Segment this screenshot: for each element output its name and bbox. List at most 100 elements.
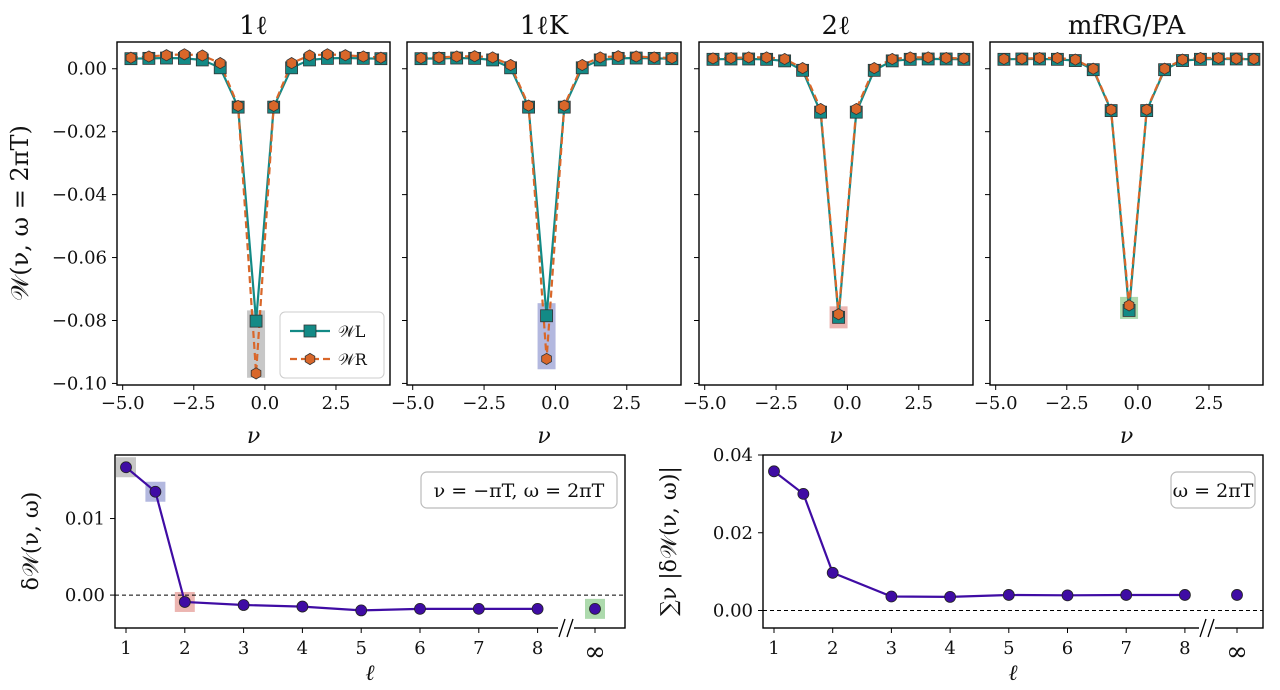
axis-break-mark xyxy=(566,618,574,638)
x-tick-label: 8 xyxy=(532,638,543,659)
data-point-infinity xyxy=(589,602,601,615)
marker-WR xyxy=(577,58,588,72)
marker-WR xyxy=(505,58,516,72)
data-point xyxy=(826,566,839,579)
x-tick-label: −2.5 xyxy=(172,393,216,414)
x-tick-label: 7 xyxy=(473,638,484,659)
marker-WR xyxy=(725,51,737,65)
marker-WR xyxy=(232,99,244,112)
x-tick-label: −2.5 xyxy=(1045,393,1089,414)
marker-WR xyxy=(922,51,934,64)
data-point xyxy=(531,602,544,615)
y-axis-label-top: 𝒲(ν, ω = 2πT) xyxy=(6,125,34,301)
x-tick-label: 4 xyxy=(297,638,308,659)
marker-WR xyxy=(304,49,315,62)
panel-title: 1ℓK xyxy=(520,11,569,41)
legend-box xyxy=(279,311,385,379)
x-tick-label: 5 xyxy=(1003,638,1014,659)
y-tick-label: 0.00 xyxy=(713,601,753,622)
x-axis-label: ν xyxy=(247,424,260,449)
x-axis-label: ℓ xyxy=(1008,661,1018,686)
marker-WR xyxy=(958,52,970,65)
x-tick-label: 5 xyxy=(355,638,366,659)
marker-WR xyxy=(797,62,808,75)
panel-top-2: −5.0 −2.5 0.0 2.5 1ℓK ν xyxy=(391,11,682,449)
annotation-text: ω = 2πT xyxy=(1173,480,1254,502)
marker-WR xyxy=(1195,51,1206,65)
x-tick-label: 2.5 xyxy=(612,393,641,414)
series-line-WL xyxy=(1003,57,1254,311)
x-tick-label: 0.0 xyxy=(541,393,570,414)
marker-WR xyxy=(1177,53,1188,66)
marker-WR xyxy=(779,52,790,66)
x-tick-label: −2.5 xyxy=(462,393,506,414)
y-tick-label: −0.10 xyxy=(52,373,107,394)
marker-WR xyxy=(905,51,916,64)
marker-WR xyxy=(541,352,552,365)
y-tick-label: 0.01 xyxy=(65,509,105,530)
y-tick-label: −0.04 xyxy=(52,185,107,206)
marker-WR xyxy=(1105,103,1117,116)
x-tick-label: 6 xyxy=(414,638,425,659)
x-tick-label: 1 xyxy=(768,638,779,659)
data-point xyxy=(1061,589,1074,602)
axes-frame xyxy=(762,454,1264,629)
series-line-WR xyxy=(712,56,964,315)
data-point xyxy=(355,604,368,617)
x-tick-label: ∞ xyxy=(1226,637,1248,667)
y-tick-label: 0.02 xyxy=(713,523,753,544)
marker-WR xyxy=(322,48,333,61)
legend-marker-WL xyxy=(303,324,317,338)
axes-frame xyxy=(698,41,974,386)
marker-WL xyxy=(249,314,263,328)
data-point xyxy=(296,600,309,613)
series-line xyxy=(773,470,1185,599)
x-tick-label: 3 xyxy=(886,638,897,659)
data-point xyxy=(768,465,780,478)
x-tick-label: 3 xyxy=(238,638,249,659)
marker-WR xyxy=(869,62,880,75)
x-tick-label: −5.0 xyxy=(974,393,1018,414)
y-tick-label: −0.02 xyxy=(52,122,107,143)
marker-WR xyxy=(197,49,208,62)
x-tick-label: −2.5 xyxy=(754,393,798,414)
panel-title: 1ℓ xyxy=(239,11,268,41)
marker-WR xyxy=(940,51,952,65)
data-point xyxy=(1002,589,1015,601)
x-tick-label: 6 xyxy=(1062,638,1073,659)
marker-WR xyxy=(815,102,826,116)
panel-top-3: −5.0 −2.5 0.0 2.5 2ℓ ν xyxy=(683,11,974,449)
axes-frame xyxy=(989,41,1264,386)
marker-WR xyxy=(433,51,445,64)
marker-WR xyxy=(268,99,279,112)
x-tick-label: −5.0 xyxy=(101,393,145,414)
marker-WR xyxy=(415,51,427,65)
marker-WR xyxy=(143,50,155,63)
y-tick-label: 0.04 xyxy=(713,445,753,466)
annotation-text: ν = −πT, ω = 2πT xyxy=(434,480,605,502)
marker-WR xyxy=(851,102,862,116)
series-line-WL xyxy=(420,56,672,316)
series-line-WR xyxy=(1003,56,1254,306)
data-point xyxy=(885,590,898,603)
marker-WR xyxy=(357,50,369,63)
marker-WR xyxy=(648,51,660,64)
legend: 𝒲L 𝒲R xyxy=(279,311,385,379)
series-line-WL xyxy=(130,56,381,322)
panel-title: 2ℓ xyxy=(822,11,851,41)
annotation-box xyxy=(1170,471,1256,509)
data-point xyxy=(944,590,956,603)
x-tick-label: −5.0 xyxy=(391,393,435,414)
marker-WR xyxy=(559,99,570,112)
x-tick-label: 1 xyxy=(120,638,131,659)
marker-WR xyxy=(161,49,172,62)
series-line-WL xyxy=(712,57,964,318)
marker-WR xyxy=(1070,53,1081,66)
annotation-box xyxy=(420,471,618,509)
x-tick-label: 2 xyxy=(827,638,838,659)
marker-WR xyxy=(595,51,606,64)
marker-WR xyxy=(214,57,226,70)
x-tick-label: 8 xyxy=(1179,638,1190,659)
marker-WL xyxy=(540,309,553,323)
marker-WR xyxy=(666,51,678,65)
